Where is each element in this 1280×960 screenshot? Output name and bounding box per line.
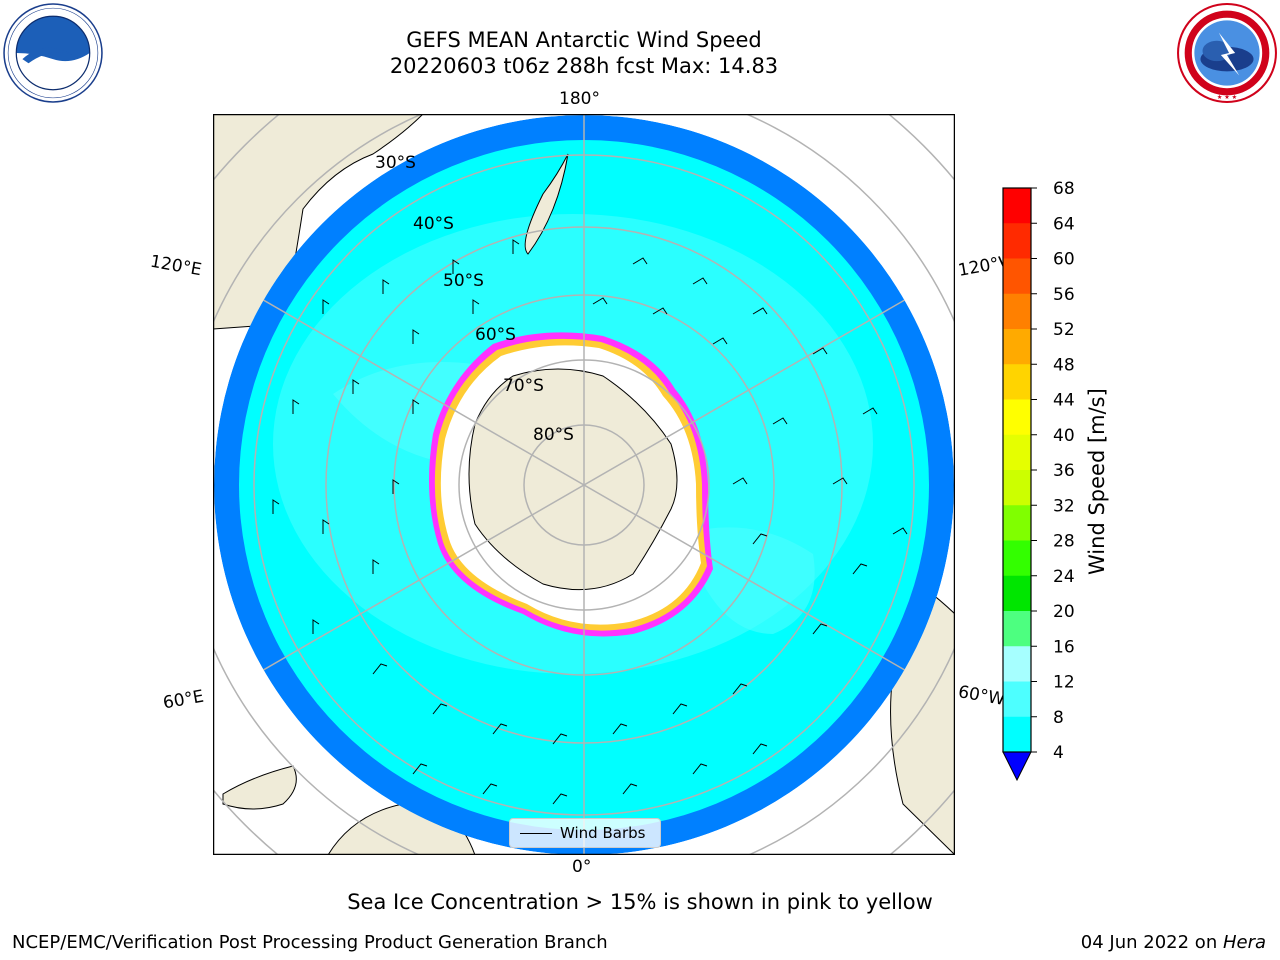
- colorbar-tick-label: 28: [1053, 532, 1075, 552]
- colorbar-tick-label: 24: [1053, 567, 1075, 587]
- lat-label-70s: 70°S: [503, 376, 544, 396]
- colorbar-block: [1003, 188, 1031, 224]
- colorbar-tick-label: 16: [1053, 637, 1075, 657]
- colorbar-tick-label: 56: [1053, 285, 1075, 305]
- footer-date: 04 Jun 2022 on Hera: [1081, 932, 1266, 953]
- colorbar-tick-label: 36: [1053, 461, 1075, 481]
- colorbar-block: [1003, 293, 1031, 330]
- colorbar-block: [1003, 611, 1031, 647]
- footer-date-text: 04 Jun 2022 on: [1080, 932, 1223, 953]
- colorbar-tick-label: 52: [1053, 320, 1075, 340]
- colorbar-tick-label: 64: [1053, 214, 1075, 234]
- wind-barbs: [272, 239, 908, 805]
- colorbar-tick-label: 32: [1053, 496, 1075, 516]
- sea-ice-caption: Sea Ice Concentration > 15% is shown in …: [347, 890, 933, 914]
- map-subtitle: 20220603 t06z 288h fcst Max: 14.83: [389, 54, 779, 78]
- lat-label-30s: 30°S: [375, 153, 416, 173]
- colorbar-block: [1003, 258, 1031, 295]
- footer-host: Hera: [1222, 932, 1266, 953]
- colorbar-block: [1003, 399, 1031, 436]
- colorbar-block: [1003, 540, 1031, 577]
- colorbar-block: [1003, 434, 1031, 471]
- lon-label-60e: 60°E: [161, 686, 206, 714]
- colorbar-tick-label: 48: [1053, 355, 1075, 375]
- colorbar-tick-label: 44: [1053, 391, 1075, 411]
- colorbar-title: Wind Speed [m/s]: [1085, 388, 1109, 575]
- lon-label-120e: 120°E: [148, 251, 204, 281]
- antarctic-wind-map: 30°S 40°S 50°S 60°S 70°S 80°S: [213, 114, 955, 855]
- colorbar-block: [1003, 505, 1031, 541]
- lat-label-80s: 80°S: [533, 425, 574, 445]
- lat-label-60s: 60°S: [475, 325, 516, 345]
- map-legend: Wind Barbs: [509, 818, 661, 848]
- madagascar-landmass: [222, 765, 297, 810]
- colorbar-tick-label: 60: [1053, 250, 1075, 270]
- colorbar-extend-arrow: [1002, 751, 1032, 782]
- noaa-logo: [3, 3, 103, 103]
- colorbar-tick-label: 12: [1053, 673, 1075, 693]
- colorbar-block: [1003, 716, 1031, 753]
- colorbar-block: [1003, 575, 1031, 612]
- lon-label-180: 180°: [559, 89, 600, 109]
- graticule: [214, 115, 954, 855]
- legend-label: Wind Barbs: [560, 824, 646, 842]
- new-zealand-landmass: [524, 153, 569, 255]
- colorbar-tick-label: 68: [1053, 180, 1075, 199]
- colorbar-tick-label: 8: [1053, 708, 1064, 728]
- colorbar-tick-label: 20: [1053, 602, 1075, 622]
- colorbar-block: [1003, 223, 1031, 259]
- colorbar-block: [1003, 681, 1031, 718]
- wind-barb-legend-swatch: [520, 832, 552, 834]
- footer-credit: NCEP/EMC/Verification Post Processing Pr…: [12, 932, 608, 953]
- lon-label-0: 0°: [572, 857, 592, 877]
- nws-logo: ★ ★ ★: [1177, 3, 1277, 103]
- colorbar-tick-label: 4: [1053, 743, 1064, 763]
- colorbar-block: [1003, 329, 1031, 365]
- lat-label-50s: 50°S: [443, 271, 484, 291]
- svg-text:★ ★ ★: ★ ★ ★: [1217, 94, 1238, 101]
- wind-speed-colorbar: 68 64 60 56 52 48 44 40 36 32 28 24 20 16 12 8 4: [1002, 180, 1075, 782]
- colorbar-block: [1003, 364, 1031, 400]
- map-title: GEFS MEAN Antarctic Wind Speed: [406, 28, 762, 52]
- colorbar-block: [1003, 470, 1031, 506]
- lat-label-40s: 40°S: [413, 214, 454, 234]
- colorbar-tick-label: 40: [1053, 426, 1075, 446]
- colorbar-block: [1003, 646, 1031, 682]
